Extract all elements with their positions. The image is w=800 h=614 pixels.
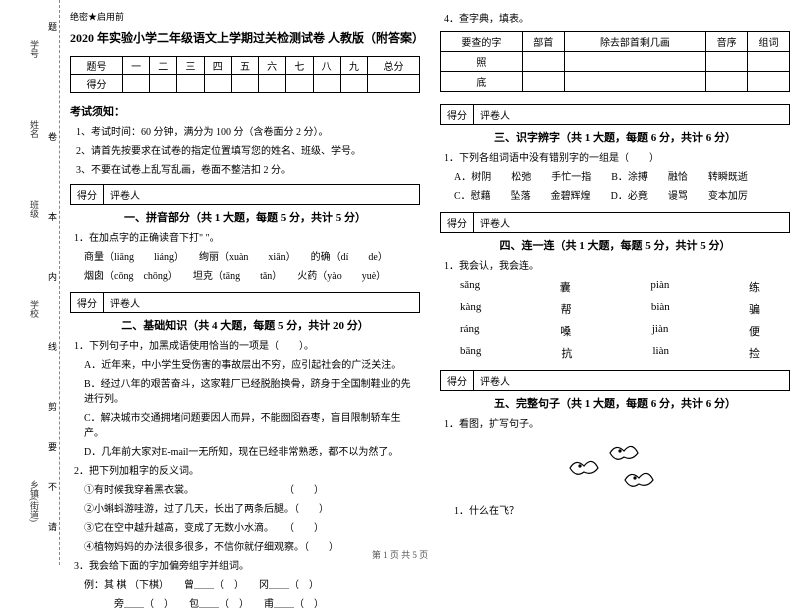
cell: 部首	[522, 32, 564, 52]
notice-title: 考试须知：	[70, 103, 420, 119]
table-row: 要查的字 部首 除去部首剩几画 音序 组词	[441, 32, 790, 52]
cell: 六	[259, 57, 286, 75]
cell: 二	[150, 57, 177, 75]
side-label-xuexiao: 学校	[28, 300, 41, 318]
notice-item: 1、考试时间：60 分钟，满分为 100 分（含卷面分 2 分）。	[76, 123, 420, 138]
match-row: sǎng囊piàn练	[460, 279, 760, 295]
birds-illustration	[550, 438, 680, 498]
score-box: 得分 评卷人	[440, 370, 790, 391]
cell: 三	[177, 57, 204, 75]
table-row: 题号 一 二 三 四 五 六 七 八 九 总分	[71, 57, 420, 75]
lookup-table: 要查的字 部首 除去部首剩几画 音序 组词 照 底	[440, 31, 790, 92]
score-label: 得分	[441, 371, 474, 390]
grader-label: 评卷人	[474, 105, 516, 124]
section-1-title: 一、拼音部分（共 1 大题，每题 5 分，共计 5 分）	[70, 209, 420, 225]
notice-item: 3、不要在试卷上乱写乱画，卷面不整洁扣 2 分。	[76, 161, 420, 176]
cell: 八	[313, 57, 340, 75]
grader-label: 评卷人	[474, 213, 516, 232]
match-row: kàng帮biàn骗	[460, 301, 760, 317]
left-column: 绝密★启用前 2020 年实验小学二年级语文上学期过关检测试卷 人教版（附答案）…	[70, 10, 420, 614]
score-label: 得分	[441, 213, 474, 232]
side-label-xuehao: 学号	[28, 40, 41, 58]
q5-stem: 1．看图，扩写句子。	[444, 417, 790, 432]
q2-2c: ③它在空中越升越高，变成了无数小水滴。 （ ）	[84, 521, 420, 536]
notice-item: 2、请首先按要求在试卷的指定位置填写您的姓名、班级、学号。	[76, 142, 420, 157]
cell: 组词	[748, 32, 790, 52]
cell: 四	[204, 57, 231, 75]
side-mark: 本	[48, 210, 57, 223]
score-label: 得分	[71, 185, 104, 204]
cell: 照	[441, 52, 523, 72]
opt-c: C．解决城市交通拥堵问题要因人而异，不能囫囵吞枣，盲目限制轿车生产。	[84, 411, 420, 441]
section-3-title: 三、识字辨字（共 1 大题，每题 6 分，共计 6 分）	[440, 129, 790, 145]
section-5-title: 五、完整句子（共 1 大题，每题 6 分，共计 6 分）	[440, 395, 790, 411]
cell: 底	[441, 72, 523, 92]
exam-title: 2020 年实验小学二年级语文上学期过关检测试卷 人教版（附答案）	[70, 29, 420, 46]
opt-a: A．近年来，中小学生受伤害的事故层出不穷，应引起社会的广泛关注。	[84, 358, 420, 373]
score-box: 得分 评卷人	[440, 104, 790, 125]
cell: 总分	[367, 57, 419, 75]
side-mark: 题	[48, 20, 57, 33]
section-2-title: 二、基础知识（共 4 大题，每题 5 分，共计 20 分）	[70, 317, 420, 333]
cell: 九	[340, 57, 367, 75]
side-mark: 不	[48, 480, 57, 493]
side-label-banji: 班级	[28, 200, 41, 218]
cell: 题号	[71, 57, 123, 75]
q2-3: 3．我会给下面的字加偏旁组字并组词。	[74, 559, 420, 574]
q2-3a: 例：其 棋 （下棋） 曾＿＿（ ） 冈＿＿（ ）	[84, 578, 420, 593]
table-row: 底	[441, 72, 790, 92]
cell: 除去部首剩几画	[564, 32, 706, 52]
right-column: 4．查字典，填表。 要查的字 部首 除去部首剩几画 音序 组词 照 底 得分 评…	[440, 10, 790, 614]
cell: 得分	[71, 75, 123, 93]
q2-3b: 旁＿＿（ ） 包＿＿（ ） 甫＿＿（ ）	[84, 597, 420, 612]
side-mark: 卷	[48, 130, 57, 143]
side-mark: 剪	[48, 400, 57, 413]
q1-line: 商量（liāng liáng） 绚丽（xuàn xiān） 的确（dí de）	[84, 250, 420, 265]
secret-label: 绝密★启用前	[70, 10, 420, 23]
page-content: 绝密★启用前 2020 年实验小学二年级语文上学期过关检测试卷 人教版（附答案）…	[70, 10, 790, 614]
q1-stem: 1．在加点字的正确读音下打" "。	[74, 231, 420, 246]
q3-1c: C．慰藉 坠落 金碧辉煌 D．必竟 谩骂 变本加厉	[454, 189, 790, 204]
table-row: 照	[441, 52, 790, 72]
q3-1: 1．下列各组词语中没有错别字的一组是（ ）	[444, 151, 790, 166]
side-label-xiangzhen: 乡镇(街道)	[28, 480, 41, 522]
cell: 一	[122, 57, 149, 75]
q4-stem: 1．我会认，我会连。	[444, 259, 790, 274]
q2-1: 1．下列句子中，加黑成语使用恰当的一项是（ ）。	[74, 339, 420, 354]
score-box: 得分 评卷人	[70, 184, 420, 205]
q2-2: 2．把下列加粗字的反义词。	[74, 464, 420, 479]
binding-sidebar: 学号 姓名 班级 学校 乡镇(街道) 题 卷 本 内 线 剪 要 不 请	[0, 0, 60, 565]
grader-label: 评卷人	[104, 293, 146, 312]
table-row: 得分	[71, 75, 420, 93]
side-mark: 线	[48, 340, 57, 353]
side-mark: 请	[48, 520, 57, 533]
score-label: 得分	[441, 105, 474, 124]
q5-1: 1．什么在飞？	[454, 504, 790, 519]
side-mark: 要	[48, 440, 57, 453]
birds-icon	[550, 438, 680, 498]
side-mark: 内	[48, 270, 57, 283]
score-box: 得分 评卷人	[440, 212, 790, 233]
cell: 七	[286, 57, 313, 75]
q1-line: 烟囱（cōng chōng） 坦克（tāng tǎn） 火药（yào yuè）	[84, 269, 420, 284]
grader-label: 评卷人	[474, 371, 516, 390]
match-row: ráng嗓jiàn便	[460, 323, 760, 339]
match-row: bāng抗liàn捡	[460, 345, 760, 361]
cell: 要查的字	[441, 32, 523, 52]
q3-1a: A．树阴 松弛 手忙一指 B．涂搏 融恰 转瞬既逝	[454, 170, 790, 185]
opt-d: D．几年前大家对E-mail一无所知，现在已经非常熟悉，都不以为然了。	[84, 445, 420, 460]
q2-2a: ①有时候我穿着黑衣裳。 （ ）	[84, 483, 420, 498]
q2-2b: ②小蝌蚪游哇游，过了几天，长出了两条后腿。（ ）	[84, 502, 420, 517]
opt-b: B．经过八年的艰苦奋斗，这家鞋厂已经脱胎换骨，跻身于全国制鞋业的先进行列。	[84, 377, 420, 407]
cell: 音序	[706, 32, 748, 52]
lookup-stem: 4．查字典，填表。	[444, 12, 790, 27]
score-table: 题号 一 二 三 四 五 六 七 八 九 总分 得分	[70, 56, 420, 93]
section-4-title: 四、连一连（共 1 大题，每题 5 分，共计 5 分）	[440, 237, 790, 253]
score-box: 得分 评卷人	[70, 292, 420, 313]
grader-label: 评卷人	[104, 185, 146, 204]
cell: 五	[231, 57, 258, 75]
side-label-xingming: 姓名	[28, 120, 41, 138]
page-footer: 第 1 页 共 5 页	[0, 548, 800, 561]
score-label: 得分	[71, 293, 104, 312]
